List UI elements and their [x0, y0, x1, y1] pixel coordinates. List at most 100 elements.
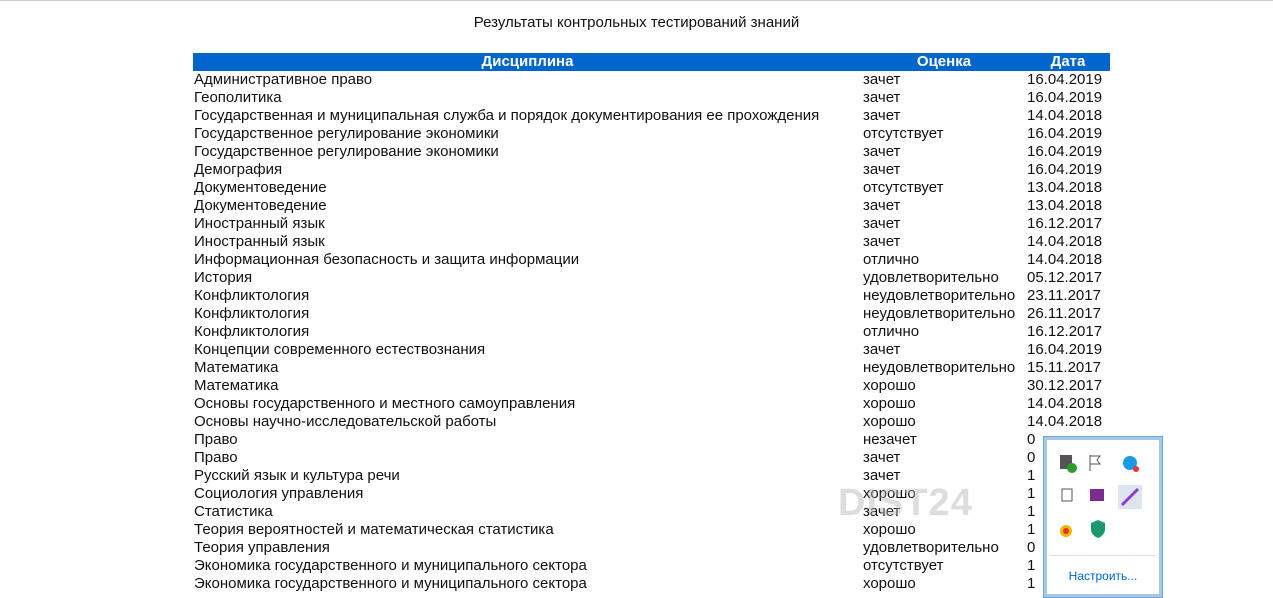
table-row: Социология управления хорошо 1 — [193, 485, 1110, 503]
table-row: Документоведение отсутствует 13.04.2018 — [193, 179, 1110, 197]
table-row: Математика хорошо 30.12.2017 — [193, 377, 1110, 395]
discipline-cell: Основы государственного и местного самоу… — [194, 395, 576, 412]
date-cell: 0 — [1027, 539, 1036, 556]
date-cell: 16.04.2019 — [1027, 143, 1103, 160]
date-cell: 13.04.2018 — [1027, 197, 1103, 214]
header-cell: Дата — [1026, 53, 1110, 71]
separator — [1050, 555, 1156, 556]
discipline-cell: Конфликтология — [194, 305, 310, 322]
grade-cell: неудовлетворительно — [863, 305, 1016, 322]
date-cell: 1 — [1027, 521, 1036, 538]
table-row: Государственное регулирование экономики о… — [193, 125, 1110, 143]
grade-cell: удовлетворительно — [863, 269, 999, 286]
date-cell: 14.04.2018 — [1027, 395, 1103, 412]
header-row: Дисциплина Оценка Дата — [193, 53, 1110, 71]
table-row: Конфликтология неудовлетворительно 23.11.2… — [193, 287, 1110, 305]
grade-cell: неудовлетворительно — [863, 287, 1016, 304]
icon[interactable] — [1123, 456, 1137, 470]
date-cell: 26.11.2017 — [1027, 305, 1101, 322]
grade-cell: зачет — [863, 233, 901, 250]
icon[interactable] — [1090, 489, 1104, 501]
date-cell: 23.11.2017 — [1027, 287, 1101, 304]
date-cell: 1 — [1027, 557, 1036, 574]
discipline-cell: Государственное регулирование экономики — [194, 125, 499, 142]
table-row: Статистика зачет 1 — [193, 503, 1110, 521]
grade-cell: отсутствует — [863, 179, 944, 196]
table-row: Право незачет 0 — [193, 431, 1110, 449]
grade-cell: зачет — [863, 71, 901, 88]
date-cell: 14.04.2018 — [1027, 233, 1103, 250]
icon — [1063, 528, 1069, 534]
icon[interactable] — [1091, 520, 1105, 538]
discipline-cell: Математика — [194, 377, 279, 394]
discipline-cell: Государственная и муниципальная служба и… — [194, 107, 820, 124]
date-cell: 1 — [1027, 503, 1036, 520]
date-cell: 0 — [1027, 449, 1036, 466]
grade-cell: зачет — [863, 107, 901, 124]
date-cell: 16.04.2019 — [1027, 71, 1103, 88]
table-row: Иностранный язык зачет 14.04.2018 — [193, 233, 1110, 251]
page-title: Результаты контрольных тестирований знан… — [473, 14, 800, 31]
icon — [1067, 463, 1077, 473]
tray-icons — [1060, 455, 1142, 538]
table-row: Математика неудовлетворительно 15.11.2017 — [193, 359, 1110, 377]
date-cell: 1 — [1027, 575, 1036, 592]
date-cell: 14.04.2018 — [1027, 107, 1103, 124]
date-cell: 16.04.2019 — [1027, 125, 1103, 142]
discipline-cell: История — [194, 269, 253, 286]
grade-cell: хорошо — [863, 485, 916, 502]
table-row: Основы государственного и местного самоу… — [193, 395, 1110, 413]
date-cell: 15.11.2017 — [1027, 359, 1101, 376]
date-cell: 30.12.2017 — [1027, 377, 1103, 394]
date-cell: 05.12.2017 — [1027, 269, 1103, 286]
discipline-cell: Социология управления — [194, 485, 364, 502]
grade-cell: удовлетворительно — [863, 539, 999, 556]
discipline-cell: Экономика государственного и муниципальн… — [194, 557, 587, 574]
date-cell: 0 — [1027, 431, 1036, 448]
table-row: Русский язык и культура речи зачет 1 — [193, 467, 1110, 485]
grade-cell: зачет — [863, 161, 901, 178]
discipline-cell: Право — [194, 449, 238, 466]
table-row: Конфликтология отлично 16.12.2017 — [193, 323, 1110, 341]
icon[interactable] — [1061, 488, 1073, 502]
header-cell: Оценка — [862, 53, 1026, 71]
table-row: Конфликтология неудовлетворительно 26.11.2… — [193, 305, 1110, 323]
table-row: Экономика государственного и муниципальн… — [193, 557, 1110, 575]
grade-cell: зачет — [863, 215, 901, 232]
table-row: Административное право зачет 16.04.2019 — [193, 71, 1110, 89]
discipline-cell: Конфликтология — [194, 323, 310, 340]
table-row: Иностранный язык зачет 16.12.2017 — [193, 215, 1110, 233]
discipline-cell: Математика — [194, 359, 279, 376]
header-cell: Дисциплина — [193, 53, 862, 71]
results-table: Дисциплина Оценка Дата Административное … — [193, 53, 1110, 593]
grade-cell: зачет — [863, 143, 901, 160]
icon[interactable] — [1089, 455, 1101, 471]
discipline-cell: Иностранный язык — [194, 233, 325, 250]
date-cell: 14.04.2018 — [1027, 413, 1103, 430]
discipline-cell: Документоведение — [194, 197, 327, 214]
table-row: Основы научно-исследовательской работы хо… — [193, 413, 1110, 431]
watermark: DIST24 — [838, 482, 973, 524]
discipline-cell: Статистика — [194, 503, 273, 520]
grade-cell: зачет — [863, 503, 901, 520]
grade-cell: зачет — [863, 467, 901, 484]
grade-cell: отсутствует — [863, 557, 944, 574]
date-cell: 16.04.2019 — [1027, 89, 1103, 106]
discipline-cell: Теория управления — [194, 539, 330, 556]
date-cell: 13.04.2018 — [1027, 179, 1103, 196]
grade-cell: отлично — [863, 251, 920, 268]
customize-link[interactable]: Настроить... — [1068, 569, 1138, 583]
grade-cell: незачет — [863, 431, 917, 448]
grade-cell: хорошо — [863, 521, 916, 538]
grade-cell: отлично — [863, 323, 920, 340]
table-body: Административное право зачет 16.04.2019 Гео… — [193, 71, 1110, 593]
date-cell: 16.04.2019 — [1027, 341, 1103, 358]
discipline-cell: Теория вероятностей и математическая ста… — [194, 521, 554, 538]
icon[interactable] — [1120, 487, 1140, 507]
table-row: Концепции современного естествознания зач… — [193, 341, 1110, 359]
date-cell: 1 — [1027, 467, 1036, 484]
date-cell: 1 — [1027, 485, 1036, 502]
date-cell: 16.12.2017 — [1027, 323, 1103, 340]
discipline-cell: Право — [194, 431, 238, 448]
